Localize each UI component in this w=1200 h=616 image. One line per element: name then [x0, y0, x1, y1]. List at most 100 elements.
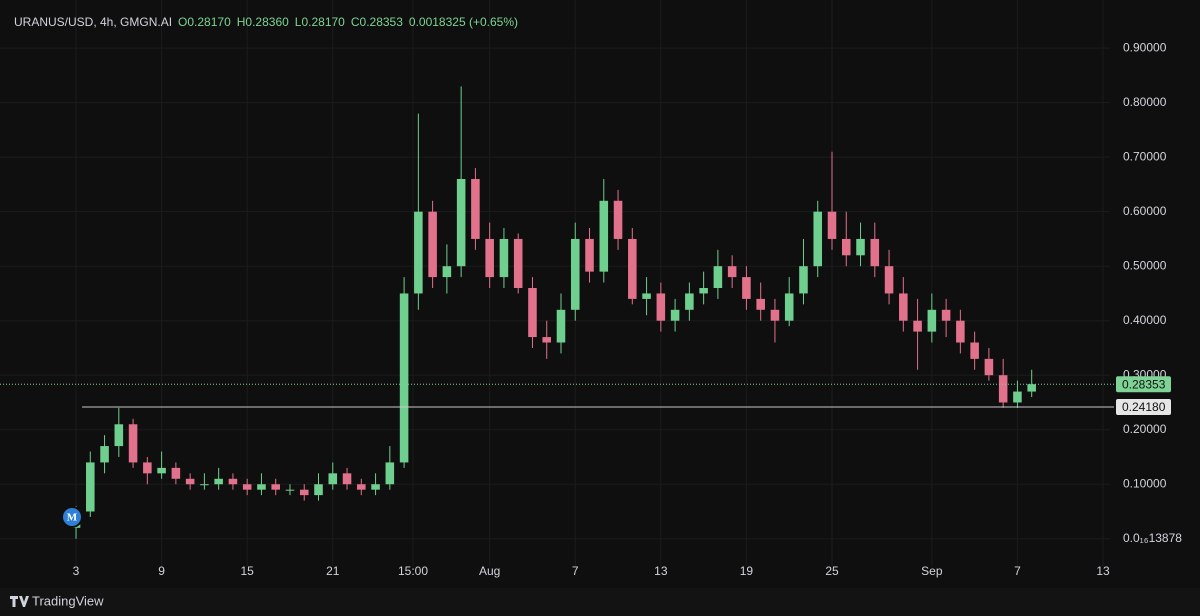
x-tick-label: 7 — [572, 564, 579, 578]
candle-body — [456, 178, 466, 267]
candle-body — [642, 293, 651, 299]
candle-body — [414, 211, 423, 294]
candle-body — [128, 424, 138, 463]
candle-body — [271, 484, 280, 490]
candle-body — [670, 309, 680, 321]
candle-body — [371, 484, 380, 490]
y-tick-label: 0.70000 — [1123, 149, 1167, 163]
candle-body — [784, 293, 794, 321]
candle-body — [542, 337, 552, 343]
y-tick-label: 0.90000 — [1123, 40, 1167, 54]
candle-body — [200, 484, 209, 486]
event-marker — [61, 506, 83, 528]
candle-body — [1013, 391, 1022, 403]
candle-body — [299, 489, 309, 496]
candle-body — [399, 293, 409, 463]
candle-body — [570, 238, 580, 310]
y-tick-label: 0.20000 — [1123, 422, 1167, 436]
candle-body — [941, 309, 951, 321]
y-tick-label: 0.0₁₆13878 — [1123, 531, 1182, 545]
candle-body — [171, 467, 181, 479]
x-tick-label: 19 — [740, 564, 754, 578]
candle-body — [385, 462, 395, 485]
candle-body — [913, 320, 922, 332]
candle-body — [685, 293, 694, 310]
candle-body — [513, 238, 523, 288]
candle-body — [956, 320, 965, 343]
candle-body — [984, 358, 994, 376]
header: URANUS/USD, 4h, GMGN.AI O0.28170 H0.28360 L… — [14, 15, 518, 29]
candle-body — [328, 473, 338, 485]
candle-body — [185, 478, 195, 485]
candle-body — [257, 484, 266, 490]
candle-body — [813, 211, 823, 267]
candle-body — [228, 478, 238, 485]
candle-body — [770, 309, 780, 321]
candle-body — [927, 309, 937, 332]
candle-body — [856, 238, 865, 256]
candle-body — [100, 446, 109, 463]
close-text: C0.28353 — [350, 15, 403, 29]
level-tag — [1116, 398, 1171, 415]
candle-body — [970, 342, 979, 359]
candle-body — [884, 266, 894, 294]
x-tick-label: 13 — [654, 564, 668, 578]
candle-body — [143, 462, 152, 474]
x-tick-label: Aug — [479, 564, 500, 578]
candle-body — [485, 238, 494, 278]
x-tick-label: 15 — [241, 564, 255, 578]
candle-body — [841, 238, 851, 256]
x-tick-label: 21 — [326, 564, 340, 578]
x-tick-label: 3 — [73, 564, 80, 578]
y-tick-label: 0.10000 — [1123, 476, 1167, 490]
candle-body — [357, 484, 366, 490]
candle-body — [628, 238, 637, 299]
candle-body — [471, 178, 480, 239]
x-tick-label: 7 — [1014, 564, 1021, 578]
candle-body — [713, 266, 723, 288]
candle-body — [242, 484, 252, 490]
x-tick-label: 25 — [825, 564, 839, 578]
last-price-tag — [1116, 376, 1171, 393]
y-tick-label: 0.60000 — [1123, 204, 1167, 218]
change-text: 0.0018325 (+0.65%) — [408, 15, 518, 29]
candle-body — [870, 238, 880, 267]
candle-body — [556, 309, 566, 343]
y-tick-label: 0.40000 — [1123, 313, 1167, 327]
candle-body — [428, 211, 437, 278]
y-tick-label: 0.50000 — [1123, 258, 1167, 272]
open-text: O0.28170 — [178, 15, 231, 29]
footer-bar — [0, 588, 1200, 616]
symbol: URANUS/USD, 4h, GMGN.AI — [14, 15, 173, 29]
candle-body — [585, 238, 594, 272]
candle-body — [314, 484, 323, 496]
brand-logo — [10, 596, 29, 607]
y-tick-label: 0.80000 — [1123, 95, 1167, 109]
high-text: H0.28360 — [236, 15, 289, 29]
candle-body — [86, 462, 95, 512]
candle-body — [998, 375, 1008, 403]
candle-body — [528, 288, 537, 338]
x-tick-label: 15:00 — [398, 564, 428, 578]
candle-body — [727, 266, 737, 278]
candle-body — [499, 238, 509, 278]
brand: TradingView — [32, 593, 104, 608]
candle-body — [599, 200, 609, 272]
candle-body — [656, 293, 666, 321]
candle-body — [756, 298, 765, 310]
candle-body — [114, 424, 124, 447]
candle-body — [699, 288, 708, 294]
candle-body — [285, 489, 295, 491]
event-marker-label: M — [67, 512, 78, 524]
candle-body — [214, 478, 223, 485]
candle-body — [442, 266, 452, 278]
candle-body — [899, 293, 908, 321]
low-text: L0.28170 — [294, 15, 345, 29]
candle-body — [157, 467, 166, 474]
candle-body — [613, 200, 623, 239]
x-tick-label: 9 — [158, 564, 165, 578]
candle-body — [1027, 384, 1036, 392]
last-price-label: 0.28353 — [1122, 377, 1166, 391]
